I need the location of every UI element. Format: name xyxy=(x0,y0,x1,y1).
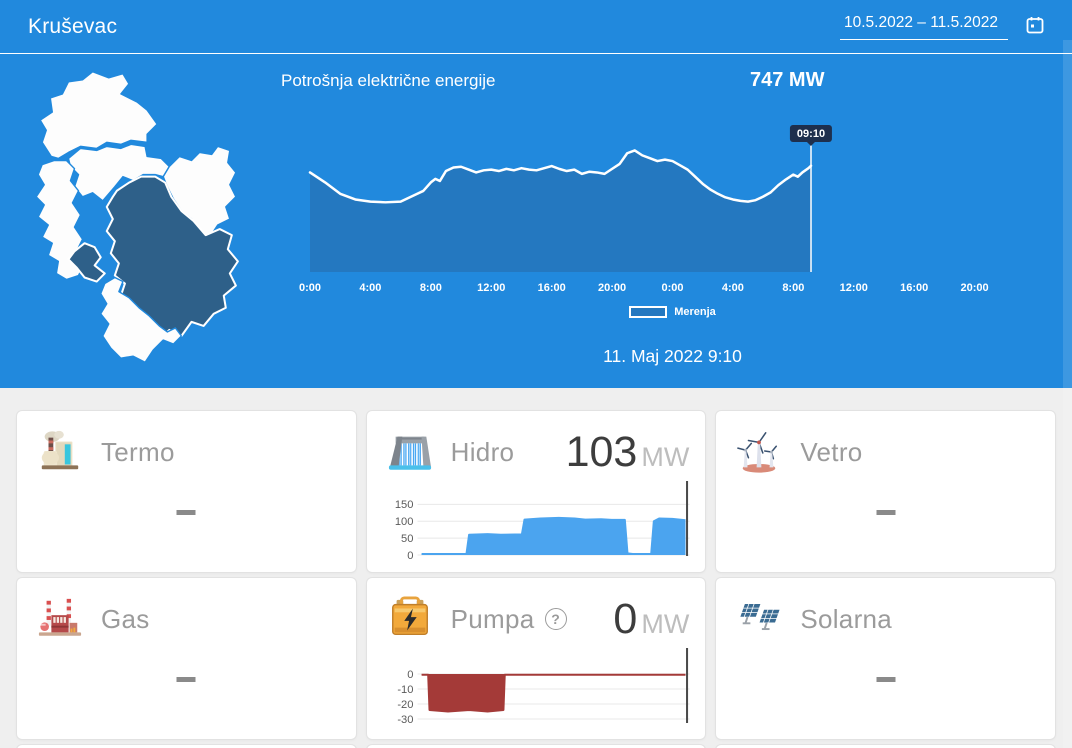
card-value: 0 MW xyxy=(613,595,689,644)
map-region-selected[interactable] xyxy=(105,175,239,340)
card-gas[interactable]: Gas xyxy=(16,577,357,740)
consumption-x-axis: 0:00 4:00 8:00 12:00 16:00 20:00 0:00 4:00 8:00 1… xyxy=(299,282,1035,296)
no-data-dash xyxy=(876,510,896,515)
x-tick-label: 8:00 xyxy=(782,282,805,294)
card-header: Vetro xyxy=(716,411,1055,475)
y-tick-label: 50 xyxy=(401,533,413,545)
legend-label: Merenja xyxy=(674,306,716,318)
y-tick-label: -10 xyxy=(397,684,413,696)
value-unit: MW xyxy=(641,608,690,639)
no-data-dash xyxy=(176,510,196,515)
card-solarna[interactable]: Solarna xyxy=(715,577,1056,740)
time-tooltip: 09:10 xyxy=(789,125,833,146)
current-datetime: 11. Maj 2022 9:10 xyxy=(603,346,742,366)
hydro-dam-icon xyxy=(387,429,433,475)
value-unit: MW xyxy=(641,441,690,472)
pumpa-chart[interactable]: 0 -10 -20 -30 xyxy=(381,644,696,728)
mini-chart-area xyxy=(421,517,686,555)
card-hidro[interactable]: Hidro 103 MW 150 100 50 0 xyxy=(365,410,707,573)
x-tick-label: 12:00 xyxy=(839,282,868,294)
card-partial-2[interactable] xyxy=(365,744,707,748)
map-region-selected-exclave[interactable] xyxy=(67,242,106,283)
chart-legend[interactable]: Merenja xyxy=(310,306,1035,318)
x-tick-label: 0:00 xyxy=(298,282,322,294)
page-title: Kruševac xyxy=(28,14,118,38)
card-label: Pumpa xyxy=(450,603,535,634)
consumption-chart[interactable]: 09:10 xyxy=(308,125,1035,272)
map-region-kosovo[interactable] xyxy=(100,276,183,363)
x-tick-label: 0:00 xyxy=(661,282,684,294)
app-header: Kruševac 10.5.2022 – 11.5.2022 xyxy=(0,0,1072,54)
card-header: Solarna xyxy=(716,578,1055,642)
x-tick-label: 8:00 xyxy=(419,282,442,294)
card-header: Termo xyxy=(17,411,356,475)
power-source-cards: Termo Hidro 103 MW 150 100 50 0 Vetro Gas Pumpa? 0 M… xyxy=(16,410,1056,748)
y-tick-label: -20 xyxy=(397,699,413,711)
map-region-vojvodina[interactable] xyxy=(39,71,158,160)
card-label: Vetro xyxy=(800,436,863,467)
card-partial-3[interactable] xyxy=(715,744,1056,748)
card-vetro[interactable]: Vetro xyxy=(715,410,1056,573)
card-label: Termo xyxy=(101,436,175,467)
x-tick-label: 4:00 xyxy=(721,282,744,294)
card-termo[interactable]: Termo xyxy=(16,410,357,573)
x-tick-label: 20:00 xyxy=(598,282,627,294)
calendar-icon[interactable] xyxy=(1026,16,1044,34)
no-data-dash xyxy=(876,677,896,682)
consumption-panel: Potrošnja električne energije 747 MW 09:… xyxy=(0,54,1072,388)
x-tick-label: 20:00 xyxy=(960,282,989,294)
y-tick-label: 150 xyxy=(395,499,414,511)
mini-chart-area xyxy=(421,674,686,712)
consumption-line xyxy=(308,149,813,204)
card-label: Solarna xyxy=(800,603,893,634)
scrollbar[interactable] xyxy=(1063,40,1072,748)
card-label: Gas xyxy=(101,603,150,634)
solar-panel-icon xyxy=(736,596,782,642)
y-tick-label: 0 xyxy=(407,669,413,681)
map-region-west[interactable] xyxy=(35,159,86,281)
x-tick-label: 12:00 xyxy=(477,282,506,294)
card-partial-1[interactable] xyxy=(16,744,357,748)
help-icon[interactable]: ? xyxy=(544,608,567,630)
gas-plant-icon xyxy=(37,596,83,642)
wind-turbine-icon xyxy=(736,429,782,475)
card-header: Gas xyxy=(17,578,356,642)
consumption-area xyxy=(310,150,812,272)
card-value: 103 MW xyxy=(566,428,690,477)
thermal-plant-icon xyxy=(37,429,83,475)
hidro-chart[interactable]: 150 100 50 0 xyxy=(381,477,696,561)
x-tick-label: 16:00 xyxy=(537,282,566,294)
consumption-title: Potrošnja električne energije xyxy=(281,71,496,90)
value-number: 103 xyxy=(565,427,638,476)
x-tick-label: 16:00 xyxy=(900,282,929,294)
y-tick-label: 100 xyxy=(395,516,414,528)
value-number: 0 xyxy=(613,594,638,643)
x-tick-label: 4:00 xyxy=(359,282,382,294)
card-label: Hidro xyxy=(450,436,515,467)
serbia-map[interactable] xyxy=(18,67,250,371)
y-tick-label: 0 xyxy=(407,550,413,561)
consumption-value: 747 MW xyxy=(750,69,825,91)
date-range-picker[interactable]: 10.5.2022 – 11.5.2022 xyxy=(840,14,1044,40)
card-header: Hidro 103 MW xyxy=(367,411,706,477)
no-data-dash xyxy=(176,677,196,682)
card-pumpa[interactable]: Pumpa? 0 MW 0 -10 -20 -30 xyxy=(365,577,707,740)
y-tick-label: -30 xyxy=(397,714,413,726)
battery-icon xyxy=(387,596,433,642)
map-region-central[interactable] xyxy=(67,143,171,202)
card-header: Pumpa? 0 MW xyxy=(367,578,706,644)
legend-swatch xyxy=(629,306,668,318)
date-range-value[interactable]: 10.5.2022 – 11.5.2022 xyxy=(840,14,1008,40)
